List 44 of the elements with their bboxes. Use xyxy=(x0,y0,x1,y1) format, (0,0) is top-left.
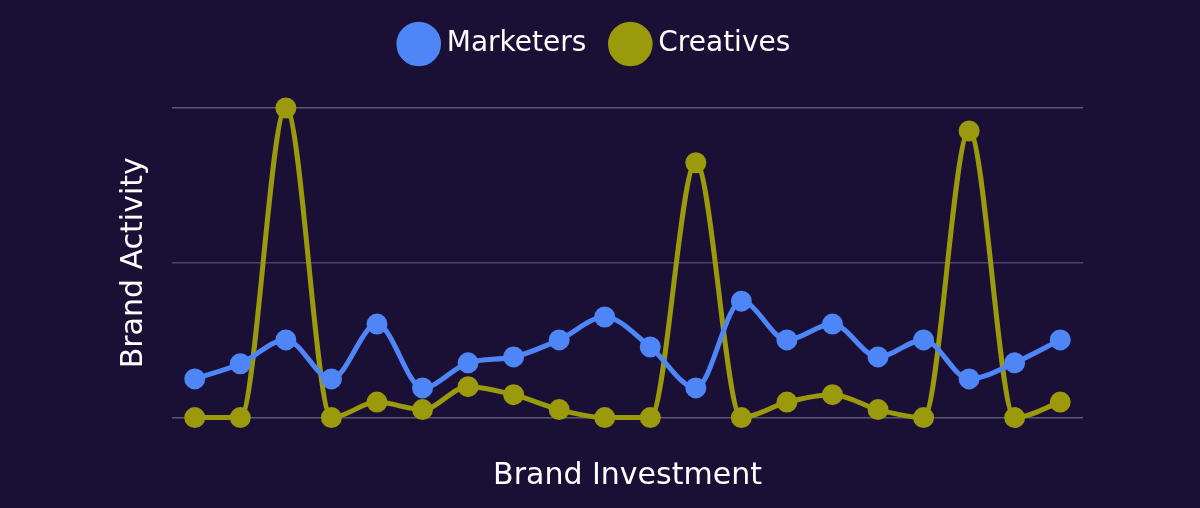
point xyxy=(685,377,707,399)
point xyxy=(412,399,434,421)
point xyxy=(229,353,251,375)
point xyxy=(594,306,616,328)
point xyxy=(412,377,434,399)
point xyxy=(275,329,297,351)
point xyxy=(913,407,935,429)
point xyxy=(958,120,980,142)
point xyxy=(867,399,889,421)
point xyxy=(184,368,206,390)
point xyxy=(366,391,388,413)
point xyxy=(730,407,752,429)
point xyxy=(457,376,479,398)
point xyxy=(685,152,707,174)
point xyxy=(229,407,251,429)
legend-label: Marketers xyxy=(446,25,587,59)
point xyxy=(503,346,525,368)
point xyxy=(821,384,843,406)
point xyxy=(913,329,935,351)
point xyxy=(867,346,889,368)
point xyxy=(639,407,661,429)
point xyxy=(320,407,342,429)
point xyxy=(503,384,525,406)
point xyxy=(776,391,798,413)
legend-label: Creatives xyxy=(658,25,791,59)
point xyxy=(457,352,479,374)
point xyxy=(184,407,206,429)
point xyxy=(548,329,570,351)
point xyxy=(1049,391,1071,413)
point xyxy=(275,97,297,119)
point xyxy=(958,368,980,390)
x-axis-title: Brand Investment xyxy=(493,455,763,491)
point xyxy=(776,329,798,351)
point xyxy=(548,399,570,421)
point xyxy=(1004,407,1026,429)
point xyxy=(366,313,388,335)
point xyxy=(594,407,616,429)
point xyxy=(320,368,342,390)
point xyxy=(1049,329,1071,351)
y-axis-title: Brand Activity xyxy=(113,157,149,369)
point xyxy=(730,290,752,312)
point xyxy=(639,336,661,358)
point xyxy=(821,313,843,335)
point xyxy=(1004,352,1026,374)
